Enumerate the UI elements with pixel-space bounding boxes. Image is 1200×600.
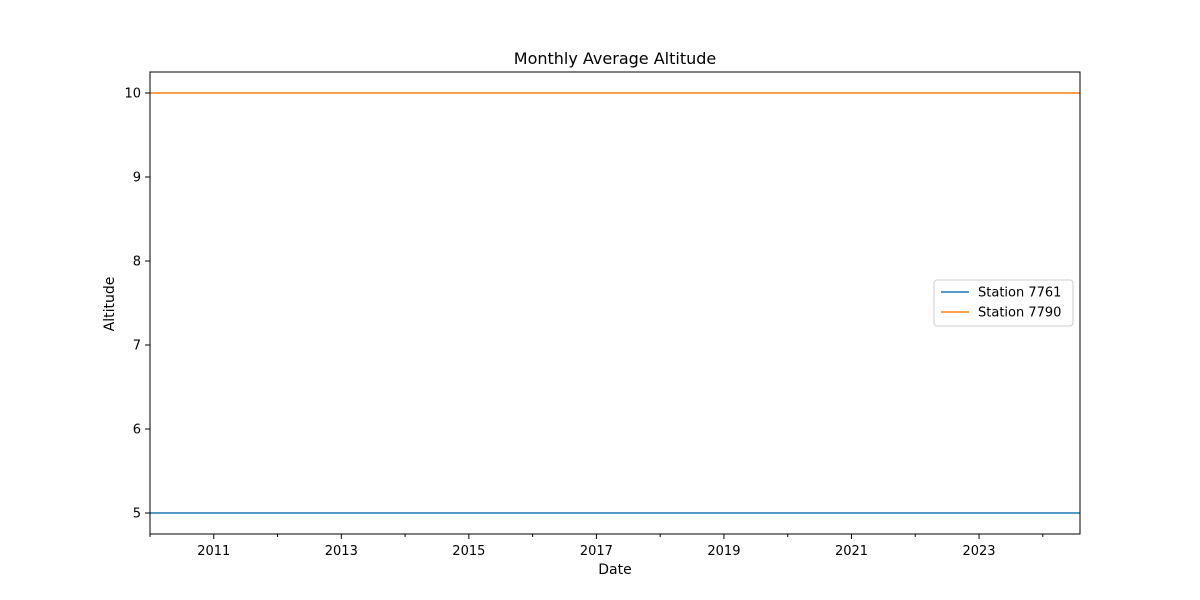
plot-area <box>149 71 1081 535</box>
x-axis: 2011 2013 2015 2017 2019 2021 2023 <box>149 534 1044 559</box>
y-tick-label: 8 <box>133 255 141 270</box>
legend-label: Station 7790 <box>978 306 1061 321</box>
x-tick-label: 2013 <box>325 544 358 559</box>
x-tick-label: 2023 <box>962 544 995 559</box>
y-tick-label: 5 <box>133 507 141 522</box>
y-tick-label: 10 <box>124 87 141 102</box>
y-axis: 5 6 7 8 9 10 <box>124 87 150 522</box>
chart-title: Monthly Average Altitude <box>514 49 716 68</box>
y-tick-label: 7 <box>133 339 141 354</box>
legend: Station 7761 Station 7790 <box>933 279 1074 327</box>
plot-frame <box>149 71 1081 535</box>
y-axis-label: Altitude <box>102 277 118 332</box>
x-tick-label: 2011 <box>197 544 230 559</box>
x-tick-label: 2017 <box>580 544 613 559</box>
series-layer <box>150 92 1080 514</box>
legend-label: Station 7761 <box>978 286 1061 301</box>
x-tick-label: 2021 <box>835 544 868 559</box>
x-axis-label: Date <box>598 562 631 578</box>
y-tick-label: 9 <box>133 171 141 186</box>
x-tick-label: 2015 <box>452 544 485 559</box>
x-tick-label: 2019 <box>707 544 740 559</box>
y-tick-label: 6 <box>133 423 141 438</box>
